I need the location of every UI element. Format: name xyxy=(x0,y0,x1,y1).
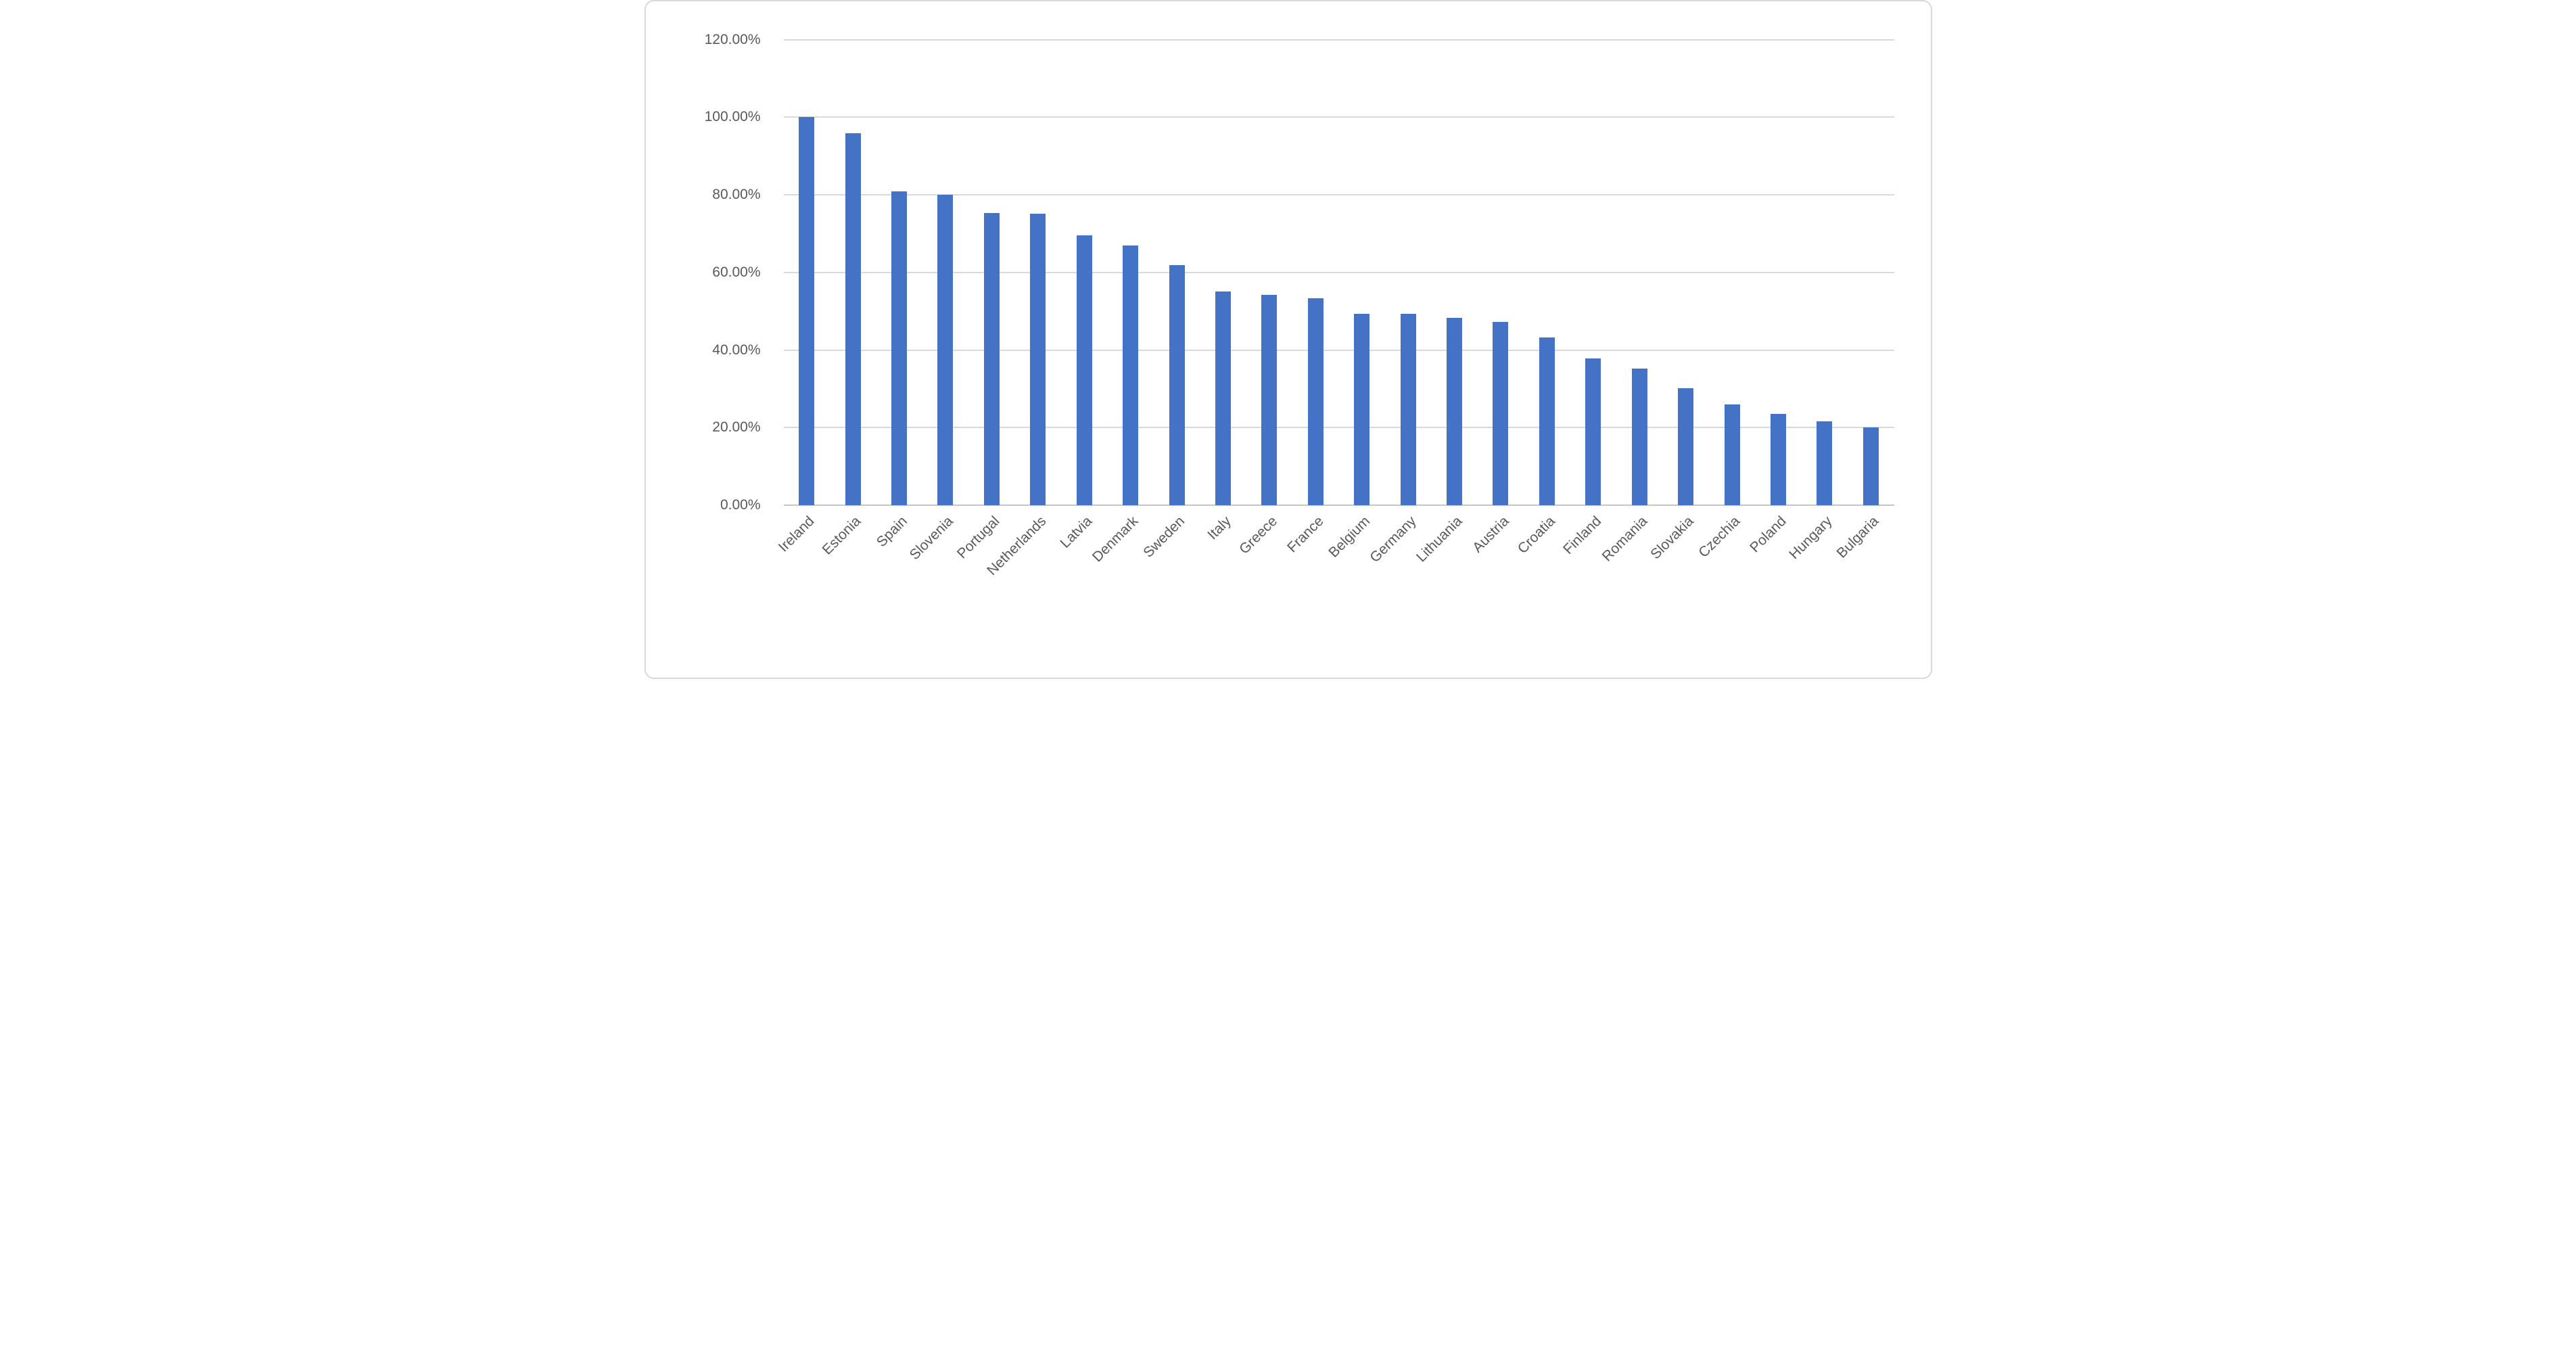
bar-chart: 0.00% 20.00% 40.00% 60.00% 80.00% 100.00% 120.… xyxy=(644,0,1932,679)
y-tick-label-40: 40.00% xyxy=(712,342,761,358)
bar-sweden xyxy=(1169,264,1185,505)
bar-lithuania xyxy=(1447,317,1463,505)
bar-slovenia xyxy=(937,195,954,505)
x-label-text: Germany xyxy=(1367,513,1420,566)
gridline-120 xyxy=(783,39,1894,41)
bars-layer xyxy=(646,1,1931,678)
y-tick-label-60: 60.00% xyxy=(712,264,761,280)
x-label-text: Spain xyxy=(873,513,910,551)
bar-portugal xyxy=(983,212,1000,505)
x-label-text: Greece xyxy=(1236,513,1281,557)
y-tick-label-20: 20.00% xyxy=(712,419,761,436)
x-label-text: Bulgaria xyxy=(1833,513,1882,561)
bar-spain xyxy=(891,191,908,505)
x-axis-labels: Ireland Estonia Spain Slovenia Portugal Nethe… xyxy=(646,1,1931,678)
gridlines-layer xyxy=(646,1,1931,678)
x-label-text: Slovenia xyxy=(906,513,957,563)
y-axis-labels: 0.00% 20.00% 40.00% 60.00% 80.00% 100.00% 120.… xyxy=(646,1,1931,678)
bar-ireland xyxy=(799,117,815,505)
x-label-text: Hungary xyxy=(1786,513,1836,563)
bar-czechia xyxy=(1724,404,1740,505)
y-tick-label-100: 100.00% xyxy=(704,109,761,125)
bar-estonia xyxy=(845,133,861,505)
x-label-text: Latvia xyxy=(1057,513,1096,551)
bar-croatia xyxy=(1539,337,1555,505)
x-label-text: Ireland xyxy=(776,513,818,555)
x-label-text: Poland xyxy=(1747,513,1789,556)
x-label-text: Estonia xyxy=(819,513,864,558)
bar-hungary xyxy=(1817,421,1833,505)
x-label-text: France xyxy=(1284,513,1327,556)
bar-italy xyxy=(1215,291,1231,505)
bar-netherlands xyxy=(1030,213,1046,505)
bar-latvia xyxy=(1076,235,1092,505)
x-label-text: Belgium xyxy=(1326,513,1373,561)
bar-germany xyxy=(1400,314,1416,505)
x-label-text: Italy xyxy=(1204,513,1234,543)
x-label-text: Sweden xyxy=(1140,513,1188,561)
y-tick-label-80: 80.00% xyxy=(712,187,761,202)
gridline-60 xyxy=(783,271,1894,273)
bar-france xyxy=(1307,298,1324,505)
bar-austria xyxy=(1493,321,1509,505)
x-label-text: Denmark xyxy=(1090,513,1142,565)
bar-romania xyxy=(1631,369,1647,505)
gridline-20 xyxy=(783,427,1894,429)
bar-denmark xyxy=(1123,245,1139,505)
x-axis-line xyxy=(783,505,1894,506)
gridline-80 xyxy=(783,194,1894,195)
gridline-40 xyxy=(783,349,1894,351)
x-label-text: Croatia xyxy=(1514,513,1558,557)
bar-slovakia xyxy=(1678,388,1694,505)
x-label-text: Romania xyxy=(1599,513,1651,565)
bar-greece xyxy=(1261,295,1278,505)
gridline-100 xyxy=(783,116,1894,118)
x-label-text: Slovakia xyxy=(1647,513,1697,563)
x-label-text: Lithuania xyxy=(1413,513,1466,565)
y-tick-label-120: 120.00% xyxy=(704,31,761,47)
x-label-text: Czechia xyxy=(1695,513,1743,561)
bar-belgium xyxy=(1354,314,1370,505)
bar-finland xyxy=(1585,358,1601,505)
bar-poland xyxy=(1770,414,1786,505)
x-label-text: Finland xyxy=(1560,513,1605,557)
bar-bulgaria xyxy=(1863,427,1879,505)
x-label-text: Austria xyxy=(1469,513,1512,556)
y-tick-label-0: 0.00% xyxy=(720,497,761,513)
